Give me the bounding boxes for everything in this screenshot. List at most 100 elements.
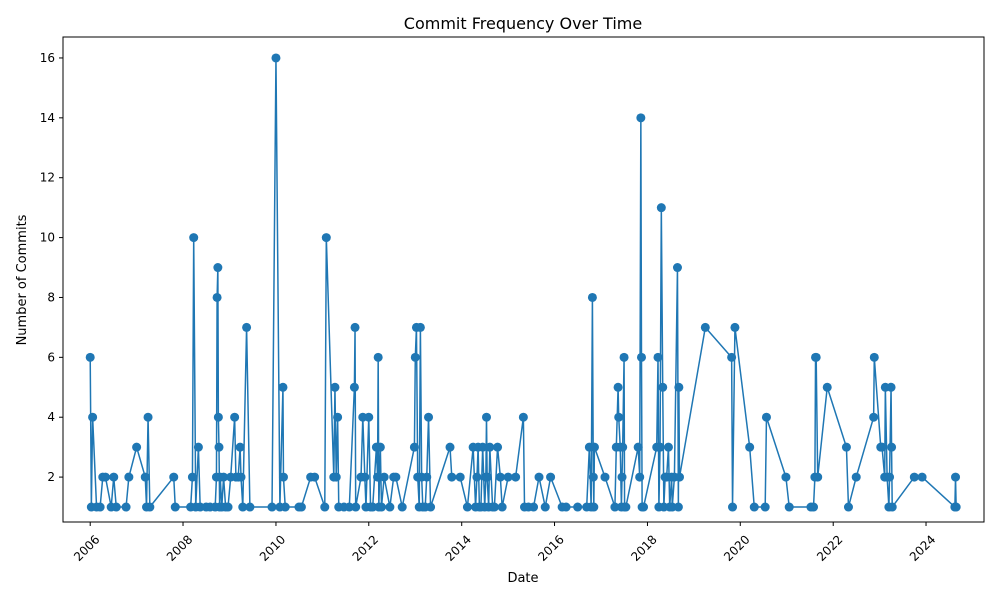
data-point <box>189 233 199 243</box>
data-point <box>373 352 383 362</box>
data-point <box>212 292 222 302</box>
data-point <box>674 382 684 392</box>
data-point <box>511 472 521 482</box>
data-point <box>672 263 682 273</box>
data-point <box>310 472 320 482</box>
data-point <box>761 412 771 422</box>
data-point <box>809 502 819 512</box>
data-point <box>379 472 389 482</box>
data-point <box>360 472 370 482</box>
data-point <box>245 502 255 512</box>
data-point <box>124 472 134 482</box>
data-point <box>320 502 330 512</box>
data-point <box>482 412 491 422</box>
data-point <box>447 472 457 482</box>
data-point <box>364 412 374 422</box>
data-point <box>213 263 223 273</box>
data-point <box>391 472 401 482</box>
data-point <box>811 352 821 362</box>
data-point <box>349 382 359 392</box>
data-point <box>373 472 383 482</box>
y-tick-label: 14 <box>40 111 55 125</box>
data-point <box>851 472 861 482</box>
data-point <box>140 472 150 482</box>
data-point <box>238 502 248 512</box>
y-axis-title: Number of Commits <box>15 214 30 345</box>
data-point <box>235 442 245 452</box>
data-point <box>639 502 649 512</box>
data-point <box>885 472 895 482</box>
data-point <box>493 442 503 452</box>
data-point <box>223 502 233 512</box>
data-point <box>573 502 583 512</box>
data-point <box>280 502 290 512</box>
data-point <box>886 382 896 392</box>
data-point <box>187 472 197 482</box>
data-point <box>132 442 142 452</box>
data-point <box>321 233 331 243</box>
data-point <box>331 472 341 482</box>
data-point <box>546 472 556 482</box>
data-point <box>478 442 488 452</box>
data-point <box>673 502 683 512</box>
y-tick-label: 6 <box>47 350 55 364</box>
data-point <box>236 472 246 482</box>
data-point <box>781 472 791 482</box>
data-point <box>700 322 710 332</box>
data-point <box>529 502 539 512</box>
y-tick-label: 8 <box>47 290 55 304</box>
data-point <box>589 442 599 452</box>
data-point <box>951 502 961 512</box>
data-point <box>455 472 465 482</box>
data-point <box>727 352 737 362</box>
data-point <box>540 502 550 512</box>
data-point <box>219 472 229 482</box>
data-point <box>841 442 851 452</box>
data-point <box>415 322 425 332</box>
data-point <box>485 442 495 452</box>
y-tick-label: 16 <box>40 51 55 65</box>
data-point <box>877 442 887 452</box>
data-point <box>618 442 628 452</box>
data-point <box>518 412 528 422</box>
y-tick-label: 2 <box>47 470 55 484</box>
data-point <box>619 352 629 362</box>
data-point <box>636 352 646 362</box>
data-point <box>100 472 110 482</box>
data-point <box>214 442 224 452</box>
data-point <box>426 502 436 512</box>
data-point <box>121 502 131 512</box>
data-point <box>95 502 105 512</box>
series-line <box>89 57 957 508</box>
data-point <box>636 113 646 123</box>
data-point <box>344 502 354 512</box>
data-point <box>887 442 897 452</box>
data-point <box>745 442 755 452</box>
data-point <box>610 502 620 512</box>
data-point <box>822 382 832 392</box>
data-point <box>330 382 340 392</box>
x-axis-title: Date <box>507 571 538 586</box>
data-point <box>588 472 598 482</box>
data-point <box>333 412 343 422</box>
data-point <box>143 412 153 422</box>
data-point <box>589 502 599 512</box>
data-point <box>351 502 361 512</box>
data-point <box>843 502 853 512</box>
data-point <box>760 502 770 512</box>
data-point <box>633 442 643 452</box>
data-point <box>350 322 360 332</box>
data-point <box>728 502 738 512</box>
data-point <box>278 472 288 482</box>
data-point <box>587 292 597 302</box>
data-point <box>145 502 155 512</box>
data-point <box>489 502 499 512</box>
y-tick-label: 4 <box>47 410 55 424</box>
data-point <box>267 502 277 512</box>
data-point <box>397 502 407 512</box>
data-point <box>503 472 513 482</box>
data-point <box>445 442 455 452</box>
